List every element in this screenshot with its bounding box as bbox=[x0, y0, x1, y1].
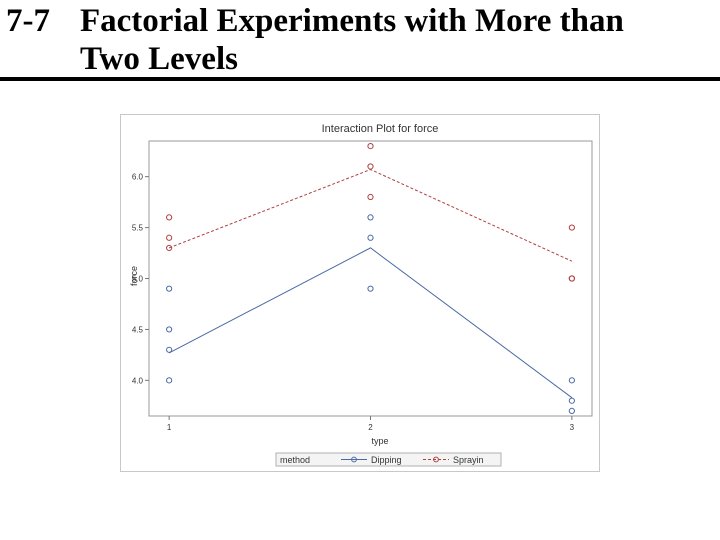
title-line-1: Factorial Experiments with More than bbox=[80, 3, 624, 39]
legend-marker-sprayin bbox=[433, 456, 439, 463]
data-point bbox=[166, 326, 173, 333]
y-tick-label: 4.0 bbox=[132, 376, 144, 385]
legend-box bbox=[275, 452, 502, 467]
data-point bbox=[166, 214, 173, 221]
data-point bbox=[568, 407, 575, 415]
legend-entry-dipping: Dipping bbox=[371, 455, 402, 465]
slide-number: 7-7 bbox=[6, 3, 50, 39]
y-axis: 4.0 4.5 5.0 5.5 6.0 bbox=[132, 173, 149, 385]
data-point bbox=[367, 193, 374, 201]
data-point bbox=[568, 224, 575, 231]
data-point bbox=[166, 346, 173, 353]
data-point bbox=[166, 377, 173, 384]
interaction-plot: Interaction Plot for force 4.0 4.5 5.0 5.5 6… bbox=[129, 123, 593, 467]
data-point bbox=[367, 163, 374, 170]
data-point bbox=[367, 214, 374, 221]
y-tick-label: 5.5 bbox=[132, 224, 144, 233]
x-tick-label: 3 bbox=[570, 423, 575, 432]
data-point bbox=[166, 285, 173, 292]
y-tick-label: 5.0 bbox=[132, 275, 144, 284]
y-tick-label: 6.0 bbox=[132, 173, 144, 182]
legend: method Dipping Sprayin bbox=[275, 452, 502, 467]
x-axis: 1 2 3 bbox=[167, 416, 575, 432]
data-point bbox=[568, 397, 575, 404]
title-line-2: Two Levels bbox=[80, 41, 238, 77]
title-underline bbox=[0, 77, 720, 81]
slide-title: 7-7 Factorial Experiments with More than… bbox=[0, 0, 720, 81]
data-point bbox=[166, 234, 173, 241]
data-point bbox=[166, 244, 173, 252]
series-line-dipping bbox=[168, 247, 573, 399]
data-point bbox=[367, 234, 374, 241]
y-axis-label: force bbox=[129, 266, 139, 286]
legend-title: method bbox=[280, 455, 310, 465]
data-point bbox=[568, 377, 575, 384]
legend-marker-dipping bbox=[351, 456, 357, 463]
chart-title: Interaction Plot for force bbox=[322, 123, 439, 135]
y-tick-label: 4.5 bbox=[132, 325, 144, 334]
x-tick-label: 1 bbox=[167, 423, 172, 432]
data-point bbox=[568, 275, 575, 282]
data-point bbox=[367, 285, 374, 292]
x-axis-label: type bbox=[371, 436, 388, 446]
x-tick-label: 2 bbox=[368, 423, 373, 432]
data-point bbox=[367, 142, 374, 150]
legend-entry-sprayin: Sprayin bbox=[453, 455, 484, 465]
plot-area bbox=[148, 140, 593, 417]
series-layer bbox=[166, 142, 575, 415]
